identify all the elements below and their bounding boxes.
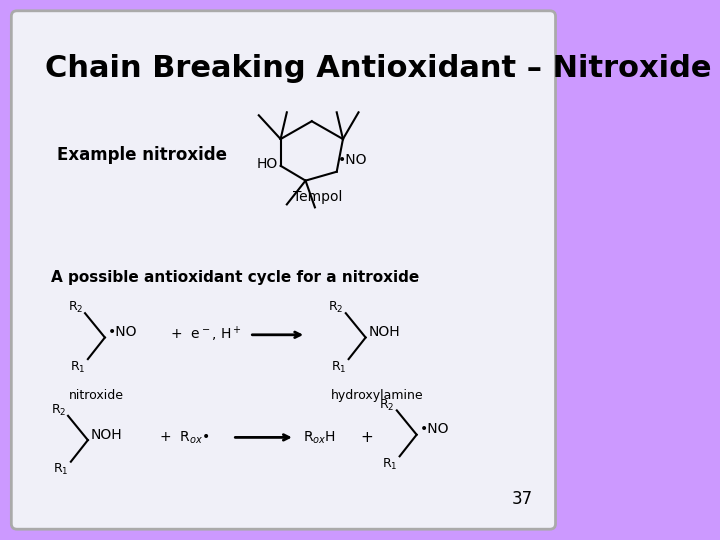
Text: nitroxide: nitroxide <box>69 389 124 402</box>
Text: Chain Breaking Antioxidant – Nitroxide: Chain Breaking Antioxidant – Nitroxide <box>45 54 712 83</box>
Text: •NO: •NO <box>108 325 138 339</box>
Text: R$_2$: R$_2$ <box>328 300 344 315</box>
FancyBboxPatch shape <box>12 11 556 529</box>
Text: R$_1$: R$_1$ <box>382 457 397 472</box>
Text: •NO: •NO <box>420 422 449 436</box>
Text: Example nitroxide: Example nitroxide <box>57 146 227 164</box>
Text: hydroxylamine: hydroxylamine <box>330 389 423 402</box>
Text: R$_1$: R$_1$ <box>330 360 346 375</box>
Text: NOH: NOH <box>369 325 400 339</box>
Text: +  R$_{ox}$•: + R$_{ox}$• <box>158 429 210 445</box>
Text: R$_{ox}$H: R$_{ox}$H <box>303 429 336 445</box>
Text: R$_2$: R$_2$ <box>68 300 83 315</box>
Text: 37: 37 <box>512 490 533 508</box>
Text: +: + <box>360 430 373 445</box>
Text: •NO: •NO <box>338 153 368 167</box>
Text: HO: HO <box>256 157 277 171</box>
Text: Tempol: Tempol <box>293 190 342 204</box>
Text: R$_1$: R$_1$ <box>70 360 86 375</box>
Text: +  e$^-$, H$^+$: + e$^-$, H$^+$ <box>170 325 242 345</box>
Text: NOH: NOH <box>91 428 122 442</box>
Text: R$_1$: R$_1$ <box>53 462 68 477</box>
Text: A possible antioxidant cycle for a nitroxide: A possible antioxidant cycle for a nitro… <box>51 270 419 285</box>
Text: R$_2$: R$_2$ <box>50 403 66 418</box>
Text: R$_2$: R$_2$ <box>379 397 395 413</box>
